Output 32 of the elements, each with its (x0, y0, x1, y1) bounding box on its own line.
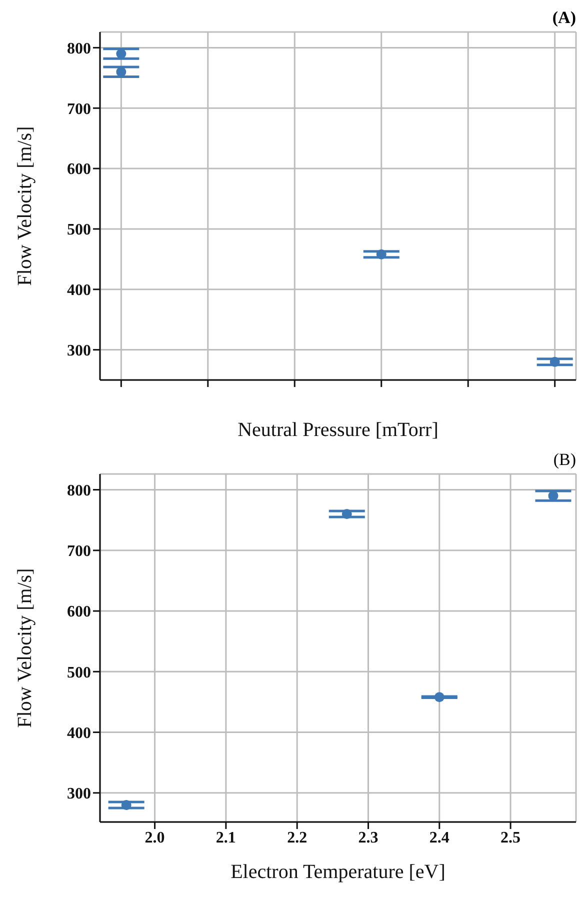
point (550, 356, 560, 367)
x-tick-label: 2.4 (429, 829, 450, 846)
point (376, 249, 386, 260)
x-tick-label: 2.1 (216, 829, 236, 846)
y-tick-label: 800 (67, 482, 91, 500)
x-axis-title: Electron Temperature [eV] (230, 861, 446, 883)
point (116, 66, 126, 77)
point (548, 490, 558, 501)
x-tick-label: 2.2 (287, 829, 308, 846)
x-tick-label: 2.0 (144, 829, 165, 846)
point (342, 509, 352, 520)
point (121, 800, 132, 810)
y-axis-title: Flow Velocity [m/s] (14, 568, 36, 728)
y-tick-label: 600 (67, 161, 91, 178)
chart-title: (B) (552, 450, 577, 471)
y-tick-label: 700 (67, 100, 91, 118)
x-tick-label: 2.5 (500, 829, 521, 846)
x-axis-title: Neutral Pressure [mTorr] (238, 419, 438, 441)
chart-title: (A) (551, 8, 577, 29)
y-tick-label: 300 (67, 342, 91, 360)
point (116, 48, 126, 59)
y-tick-label: 500 (67, 222, 91, 239)
y-tick-label: 800 (67, 40, 91, 58)
x-tick-label: 2.3 (358, 829, 378, 846)
y-tick-label: 500 (67, 664, 91, 682)
y-tick-label: 300 (67, 786, 91, 803)
point (434, 692, 444, 702)
y-tick-label: 700 (67, 543, 91, 560)
y-tick-label: 400 (67, 282, 91, 300)
y-tick-label: 400 (67, 724, 91, 742)
y-axis-title: Flow Velocity [m/s] (14, 126, 36, 286)
y-tick-label: 600 (67, 604, 91, 621)
